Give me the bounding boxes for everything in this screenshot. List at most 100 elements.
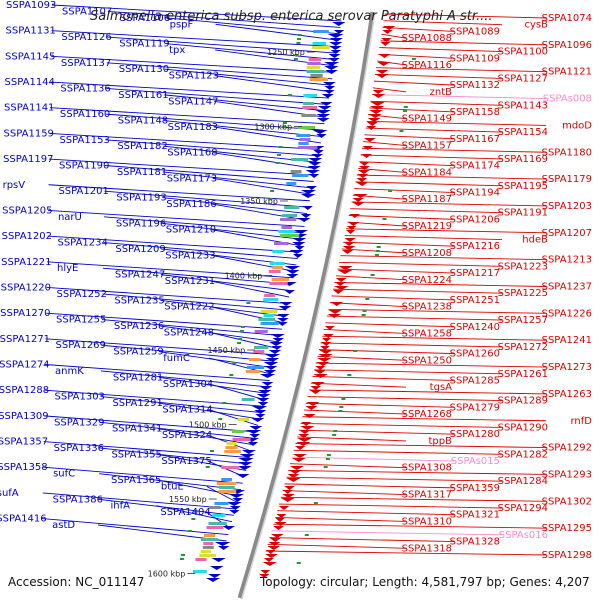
gc-dot [403,110,408,112]
gene-label: SSPA1217 [450,268,500,279]
label-leader [98,498,234,516]
gene-label: SSPA1324 [162,430,212,441]
plus-strand-gene [359,162,370,166]
label-leader [288,470,547,475]
plus-strand-gene [310,386,322,390]
plus-strand-gene [372,90,385,94]
gene-label: SSPA1282 [498,449,548,460]
gene-label: SSPA1255 [56,315,106,326]
minus-strand-gene [308,174,320,178]
minus-strand-gene [229,506,241,510]
plus-strand-gene [375,74,389,78]
gc-dot [237,342,242,344]
gc-dot [326,454,331,456]
label-leader [280,496,547,502]
label-leader [319,349,455,355]
minus-strand-gene [238,462,253,466]
gc-dot [282,126,287,128]
minus-strand-gene [292,242,306,246]
minus-strand-gene [284,266,301,270]
plus-strand-gene [337,270,353,274]
label-leader [273,523,547,529]
gene-label: SSPA1137 [61,58,111,69]
gc-dot [187,530,192,532]
label-leader [164,94,327,112]
feature-block [203,534,216,537]
label-leader [101,344,275,362]
plus-strand-gene [276,514,287,518]
gene-label: SSPA1202 [2,231,52,242]
feature-block [221,466,240,469]
gene-label: mdoD [562,120,592,131]
label-leader [305,402,455,408]
minus-strand-gene [259,386,273,390]
minus-strand-gene [328,54,341,58]
plus-strand-gene [341,250,354,254]
label-leader [46,287,288,304]
feature-block [241,398,255,401]
gene-label: SSPAs015 [451,456,500,467]
label-leader [380,40,547,46]
plus-strand-gene [334,282,346,286]
gene-label: SSPA1285 [450,375,500,386]
label-leader [49,132,320,150]
feature-block [247,366,265,369]
label-leader [329,302,407,308]
plus-strand-gene [349,214,361,218]
label-leader [156,479,240,497]
gene-label: SSPA1247 [115,270,165,281]
minus-strand-gene [292,238,307,242]
plus-strand-gene [316,362,330,366]
gene-label: tpx [169,45,185,56]
minus-strand-gene [308,158,323,162]
label-leader [44,389,264,407]
gene-label: narU [58,212,82,223]
label-leader [44,415,257,433]
gc-dot [376,246,381,248]
feature-block [264,294,276,297]
plus-strand-gene [344,238,356,242]
gene-label: SSPA1121 [542,67,592,78]
plus-strand-gene [327,314,341,318]
genome-backbone [237,11,376,599]
gene-label: SSPA1148 [118,116,168,127]
gc-dot [325,458,330,460]
minus-strand-gene [329,42,343,46]
label-leader [43,466,243,484]
gene-label: SSPA1216 [450,241,500,252]
gene-label: SSPA1269 [56,340,106,351]
plus-strand-gene [289,466,304,470]
gc-dot [287,94,292,96]
plus-strand-gene [377,62,391,66]
plus-strand-gene [358,166,371,170]
gc-dot [239,330,244,332]
minus-strand-gene [278,306,292,310]
gene-label: pspF [170,19,194,30]
label-leader [208,409,259,426]
label-leader [215,23,339,41]
gene-label: SSPA1184 [402,167,452,178]
minus-strand-gene [261,382,274,386]
feature-block [313,30,329,33]
plus-strand-gene [269,538,281,542]
label-leader [107,36,337,54]
gc-dot [375,250,380,252]
label-leader [376,67,547,73]
plus-strand-gene [367,118,381,122]
label-leader [333,288,503,294]
minus-strand-gene [237,466,252,470]
plus-strand-gene [342,246,356,250]
minus-strand-gene [324,86,336,90]
label-leader [331,295,455,301]
plus-strand-gene [296,442,311,446]
label-leader [106,88,328,105]
minus-strand-gene [238,458,254,462]
gc-dot [370,274,375,276]
gene-label: SSPAs008 [543,94,592,105]
label-leader [381,33,407,39]
plus-strand-gene [273,526,285,530]
minus-strand-gene [308,162,322,166]
feature-block [263,298,279,301]
tick-label: 1350 kbp [240,197,278,206]
feature-block [206,526,224,529]
